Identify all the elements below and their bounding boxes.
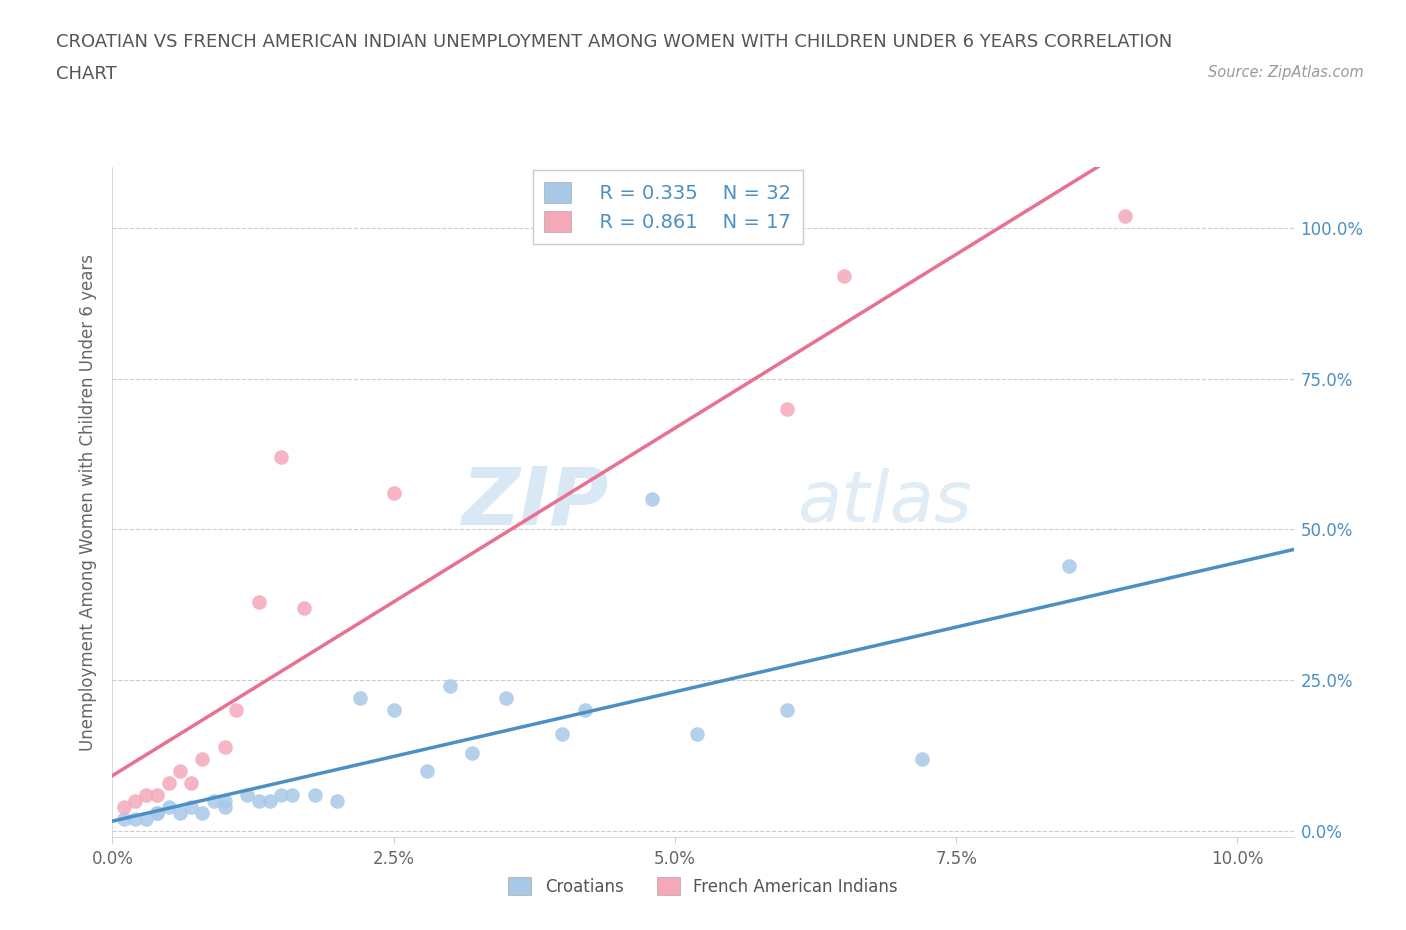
Point <box>326 793 349 808</box>
Point <box>382 703 405 718</box>
Point <box>180 776 202 790</box>
Point <box>124 793 146 808</box>
Point <box>270 449 292 464</box>
Point <box>157 776 180 790</box>
Point <box>236 788 259 803</box>
Point <box>574 703 596 718</box>
Point <box>112 812 135 827</box>
Point <box>776 401 799 416</box>
Point <box>439 679 461 694</box>
Point <box>461 745 484 760</box>
Text: atlas: atlas <box>797 468 972 537</box>
Point <box>270 788 292 803</box>
Point <box>259 793 281 808</box>
Y-axis label: Unemployment Among Women with Children Under 6 years: Unemployment Among Women with Children U… <box>79 254 97 751</box>
Point <box>1057 558 1080 573</box>
Point <box>281 788 304 803</box>
Point <box>157 800 180 815</box>
Text: CROATIAN VS FRENCH AMERICAN INDIAN UNEMPLOYMENT AMONG WOMEN WITH CHILDREN UNDER : CROATIAN VS FRENCH AMERICAN INDIAN UNEMP… <box>56 33 1173 50</box>
Point <box>191 751 214 766</box>
Point <box>551 727 574 742</box>
Point <box>247 793 270 808</box>
Point <box>135 812 157 827</box>
Point <box>349 691 371 706</box>
Point <box>169 805 191 820</box>
Point <box>146 805 169 820</box>
Point <box>135 788 157 803</box>
Legend: Croatians, French American Indians: Croatians, French American Indians <box>502 870 904 902</box>
Point <box>169 764 191 778</box>
Point <box>292 601 315 616</box>
Point <box>832 269 855 284</box>
Point <box>191 805 214 820</box>
Text: Source: ZipAtlas.com: Source: ZipAtlas.com <box>1208 65 1364 80</box>
Text: CHART: CHART <box>56 65 117 83</box>
Point <box>146 805 169 820</box>
Point <box>382 485 405 500</box>
Point <box>146 788 169 803</box>
Point <box>214 793 236 808</box>
Point <box>225 703 247 718</box>
Point <box>247 594 270 609</box>
Point <box>495 691 517 706</box>
Point <box>304 788 326 803</box>
Point <box>1114 208 1136 223</box>
Point <box>214 800 236 815</box>
Point <box>202 793 225 808</box>
Point <box>686 727 709 742</box>
Text: ZIP: ZIP <box>461 463 609 541</box>
Point <box>124 812 146 827</box>
Point <box>641 492 664 507</box>
Point <box>214 739 236 754</box>
Point <box>416 764 439 778</box>
Point <box>180 800 202 815</box>
Point <box>776 703 799 718</box>
Point <box>911 751 934 766</box>
Point <box>112 800 135 815</box>
